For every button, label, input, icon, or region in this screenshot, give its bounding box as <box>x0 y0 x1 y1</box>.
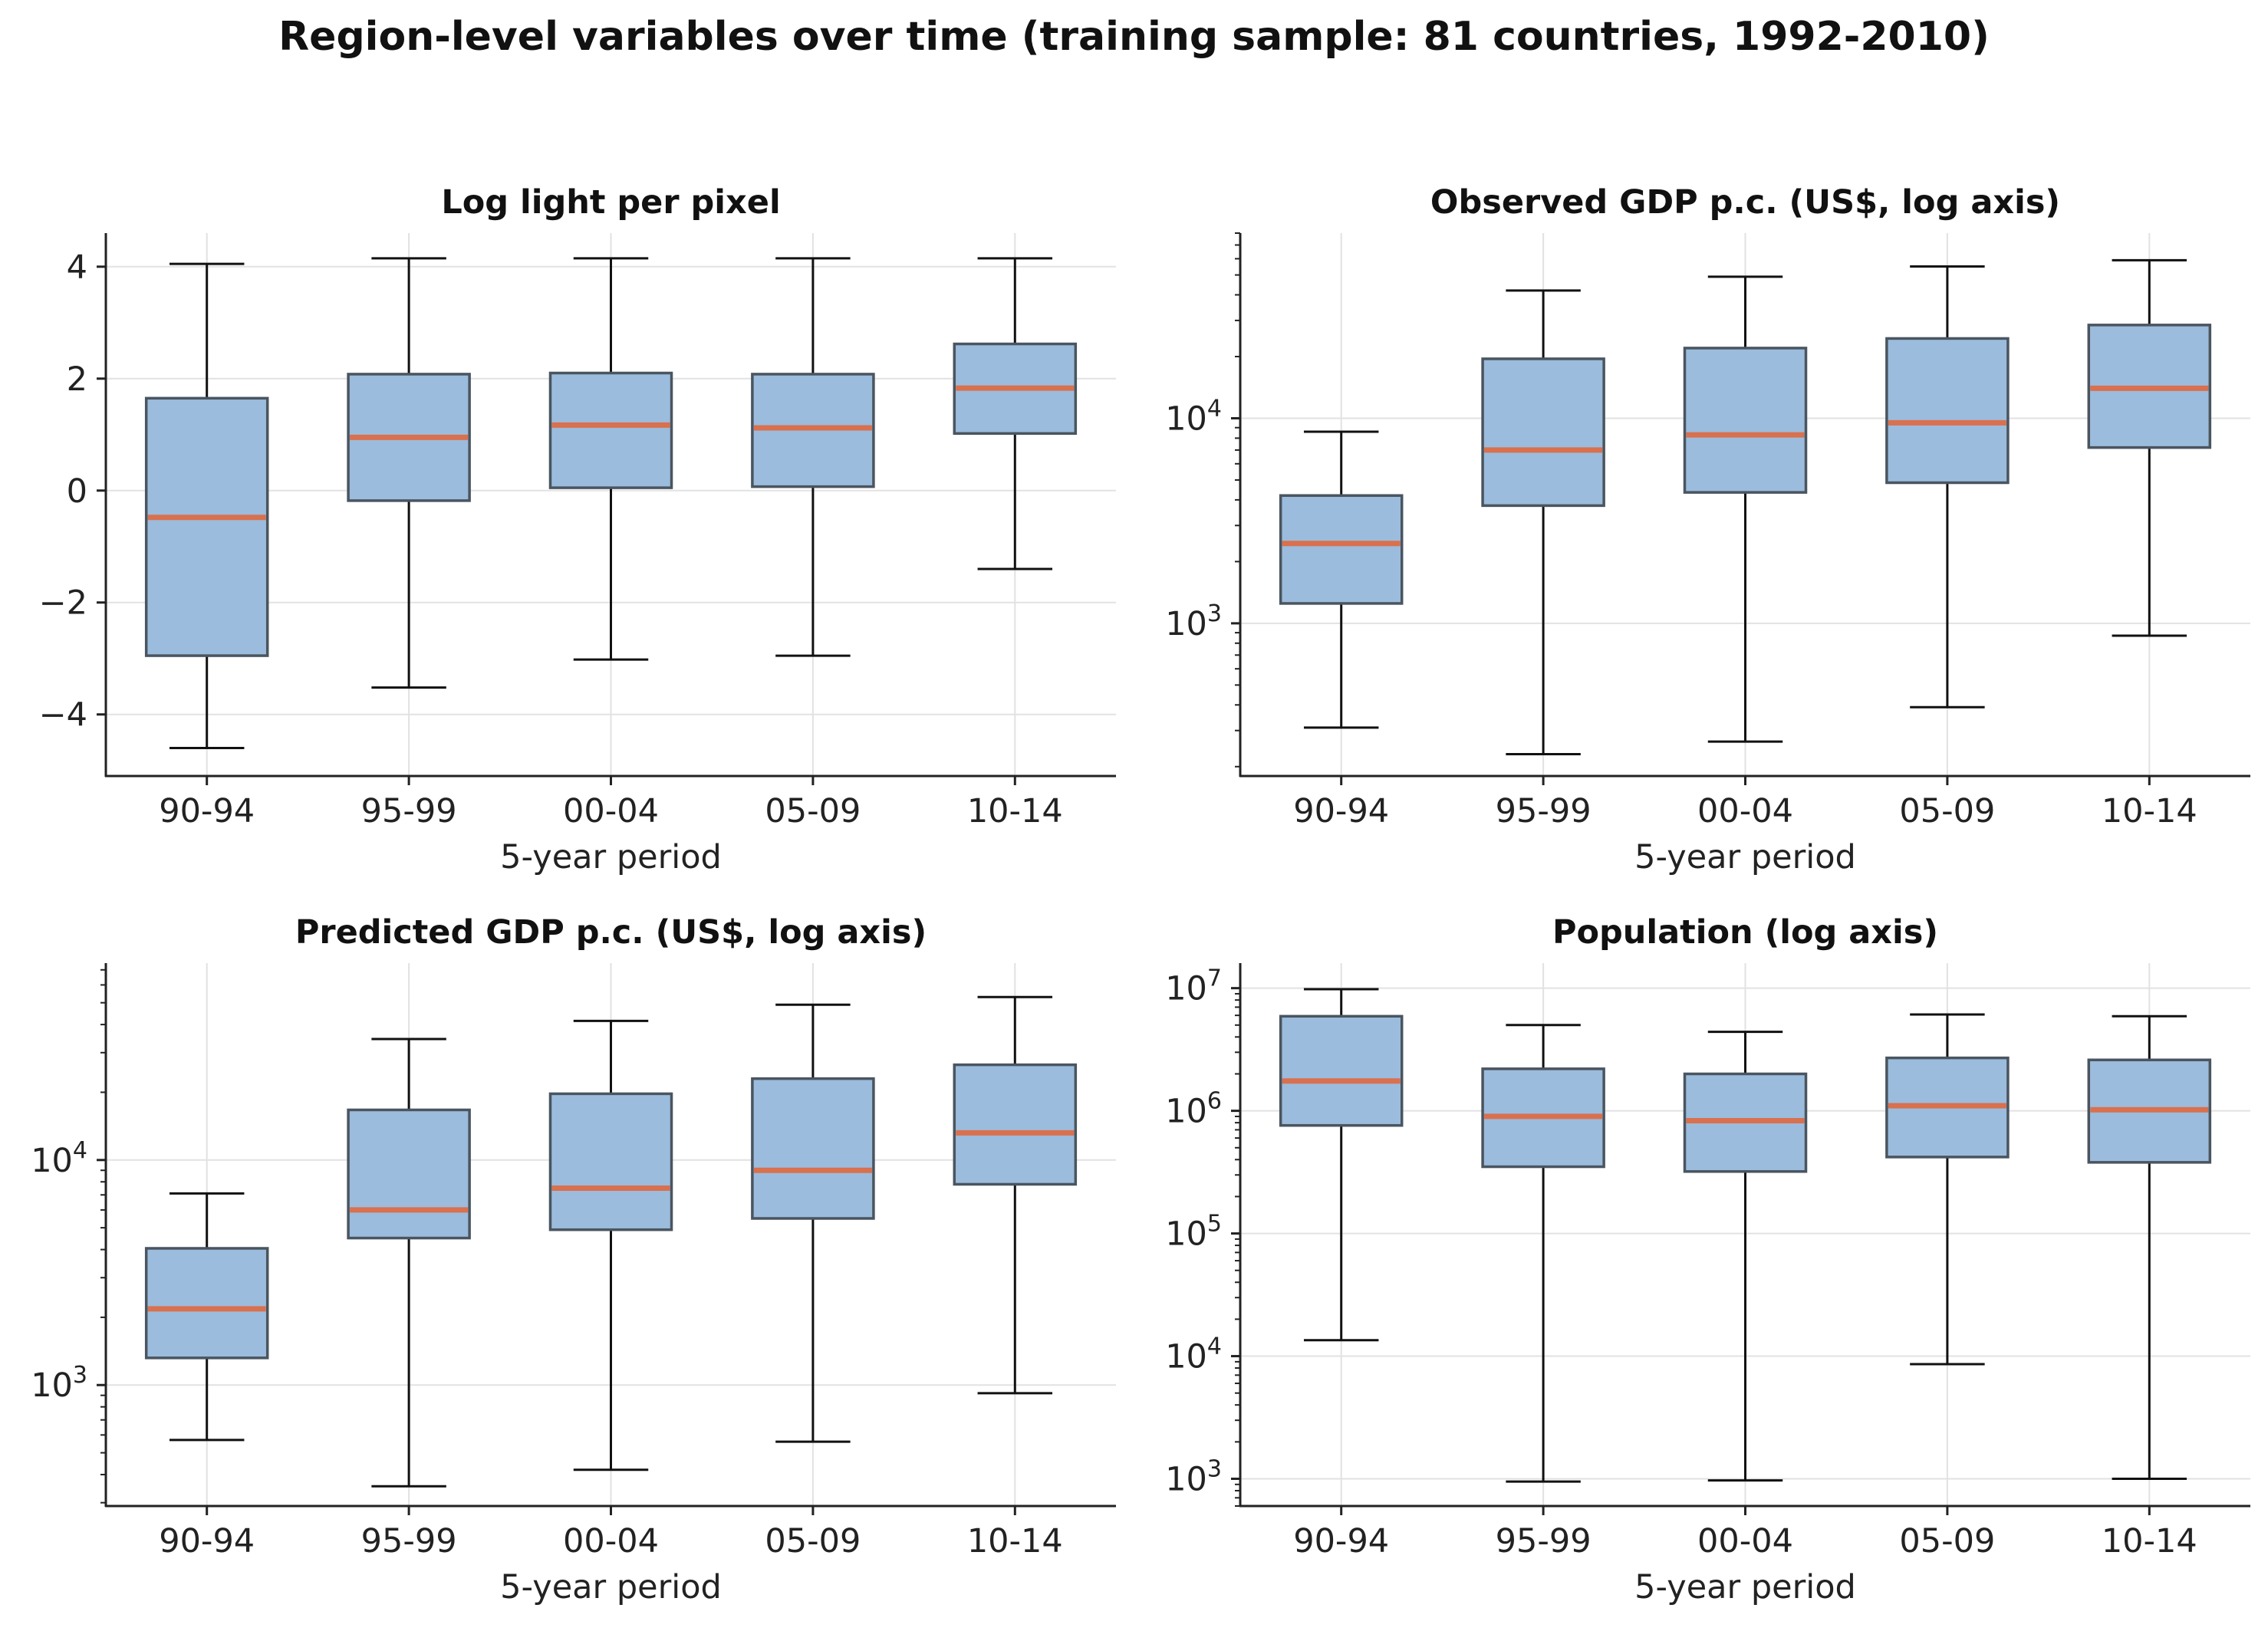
y-tick-label: 104 <box>1165 1333 1222 1376</box>
box-05-09 <box>1885 265 2010 709</box>
y-tick-label-exponent: 3 <box>73 1362 87 1389</box>
x-tick-label: 10-14 <box>2102 1522 2197 1560</box>
box-95-99 <box>1481 1024 1605 1483</box>
x-tick-label: 90-94 <box>159 1522 255 1560</box>
y-tick-label-exponent: 4 <box>1207 395 1222 422</box>
box-95-99 <box>347 1037 471 1488</box>
x-tick-label: 05-09 <box>765 792 861 830</box>
y-tick-label: 104 <box>31 1137 87 1180</box>
x-tick-label: 10-14 <box>967 792 1063 830</box>
box-00-04 <box>548 257 673 661</box>
x-tick-label: 05-09 <box>1899 1522 1995 1560</box>
y-tick-label: 2 <box>67 360 87 399</box>
y-tick-label-exponent: 4 <box>1207 1333 1222 1360</box>
box-90-94 <box>1279 988 1404 1342</box>
x-tick-label: 90-94 <box>159 792 255 830</box>
y-tick-label-exponent: 6 <box>1207 1088 1222 1115</box>
x-tick-label: 10-14 <box>2102 792 2197 830</box>
x-tick-label: 95-99 <box>1496 792 1592 830</box>
y-tick-label: 103 <box>1165 600 1222 643</box>
subplot-title: Predicted GDP p.c. (US$, log axis) <box>295 913 927 952</box>
y-tick-label-exponent: 5 <box>1207 1211 1222 1238</box>
box-iqr <box>1885 337 2010 485</box>
y-tick-label-exponent: 3 <box>1207 1456 1222 1483</box>
box-iqr <box>347 1108 471 1240</box>
y-tick-label: 0 <box>67 472 87 511</box>
box-00-04 <box>548 1019 673 1472</box>
box-05-09 <box>751 1003 875 1443</box>
y-tick-label: 103 <box>1165 1456 1222 1499</box>
subplot-title: Population (log axis) <box>1552 913 1938 952</box>
box-10-14 <box>953 995 1078 1395</box>
x-tick-label: 90-94 <box>1293 1522 1389 1560</box>
box-05-09 <box>751 257 875 657</box>
subplot-title: Log light per pixel <box>441 183 780 222</box>
box-iqr <box>548 371 673 489</box>
y-tick-label: 106 <box>1165 1088 1222 1131</box>
y-tick-label-base: 10 <box>31 1142 73 1180</box>
box-iqr <box>751 1077 875 1220</box>
box-90-94 <box>144 1192 269 1442</box>
y-tick-label-base: 10 <box>1165 970 1207 1008</box>
box-iqr <box>1279 494 1404 605</box>
x-tick-label: 95-99 <box>1496 1522 1592 1560</box>
y-tick-label: 107 <box>1165 965 1222 1008</box>
box-90-94 <box>144 262 269 750</box>
x-axis-label: 5-year period <box>1634 838 1856 876</box>
box-90-94 <box>1279 430 1404 729</box>
box-00-04 <box>1683 275 1808 743</box>
x-tick-label: 05-09 <box>765 1522 861 1560</box>
y-tick-label-exponent: 7 <box>1207 965 1222 992</box>
figure-title: Region-level variables over time (traini… <box>278 14 1990 60</box>
x-tick-label: 00-04 <box>563 792 659 830</box>
y-tick-label: 103 <box>31 1362 87 1405</box>
y-tick-label: 4 <box>67 248 87 287</box>
box-iqr <box>144 1247 269 1360</box>
y-tick-label-base: 10 <box>1165 1215 1207 1254</box>
x-tick-label: 00-04 <box>563 1522 659 1560</box>
x-tick-label: 05-09 <box>1899 792 1995 830</box>
box-iqr <box>144 396 269 657</box>
box-iqr <box>1481 357 1605 508</box>
x-tick-label: 95-99 <box>361 792 457 830</box>
subplot-1: Log light per pixel 90-94 95-99 00-04 05-09 1… <box>39 183 1116 876</box>
x-tick-label: 00-04 <box>1697 792 1793 830</box>
subplot-title: Observed GDP p.c. (US$, log axis) <box>1430 183 2060 222</box>
y-tick-label-exponent: 4 <box>73 1137 87 1164</box>
x-tick-label: 00-04 <box>1697 1522 1793 1560</box>
y-tick-label-base: 10 <box>1165 605 1207 643</box>
y-tick-label-base: 10 <box>1165 1338 1207 1376</box>
subplot-3: Predicted GDP p.c. (US$, log axis) 90-94 9… <box>31 913 1116 1606</box>
y-tick-label-base: 10 <box>1165 1461 1207 1499</box>
box-95-99 <box>347 257 471 689</box>
y-tick-label-exponent: 3 <box>1207 600 1222 627</box>
y-tick-label-base: 10 <box>1165 1093 1207 1131</box>
x-tick-label: 10-14 <box>967 1522 1063 1560</box>
box-10-14 <box>953 257 1078 571</box>
subplot-4: Population (log axis) 90-94 95-99 00-04 05-0… <box>1165 913 2250 1606</box>
box-iqr <box>1683 347 1808 494</box>
box-05-09 <box>1885 1013 2010 1366</box>
box-iqr <box>548 1092 673 1231</box>
x-tick-label: 90-94 <box>1293 792 1389 830</box>
y-tick-label-base: 10 <box>31 1366 73 1405</box>
subplot-2: Observed GDP p.c. (US$, log axis) 90-94 95… <box>1165 183 2250 876</box>
box-10-14 <box>2087 1014 2212 1481</box>
x-tick-label: 95-99 <box>361 1522 457 1560</box>
y-tick-label-base: 10 <box>1165 400 1207 438</box>
x-axis-label: 5-year period <box>1634 1568 1856 1606</box>
box-iqr <box>953 1063 1078 1186</box>
box-iqr <box>1279 1014 1404 1127</box>
y-tick-label: 104 <box>1165 395 1222 438</box>
box-95-99 <box>1481 289 1605 756</box>
y-tick-label: −4 <box>39 696 87 735</box>
y-tick-label: 105 <box>1165 1211 1222 1254</box>
box-10-14 <box>2087 258 2212 637</box>
x-axis-label: 5-year period <box>500 838 722 876</box>
box-00-04 <box>1683 1031 1808 1482</box>
x-axis-label: 5-year period <box>500 1568 722 1606</box>
y-tick-label: −2 <box>39 584 87 623</box>
